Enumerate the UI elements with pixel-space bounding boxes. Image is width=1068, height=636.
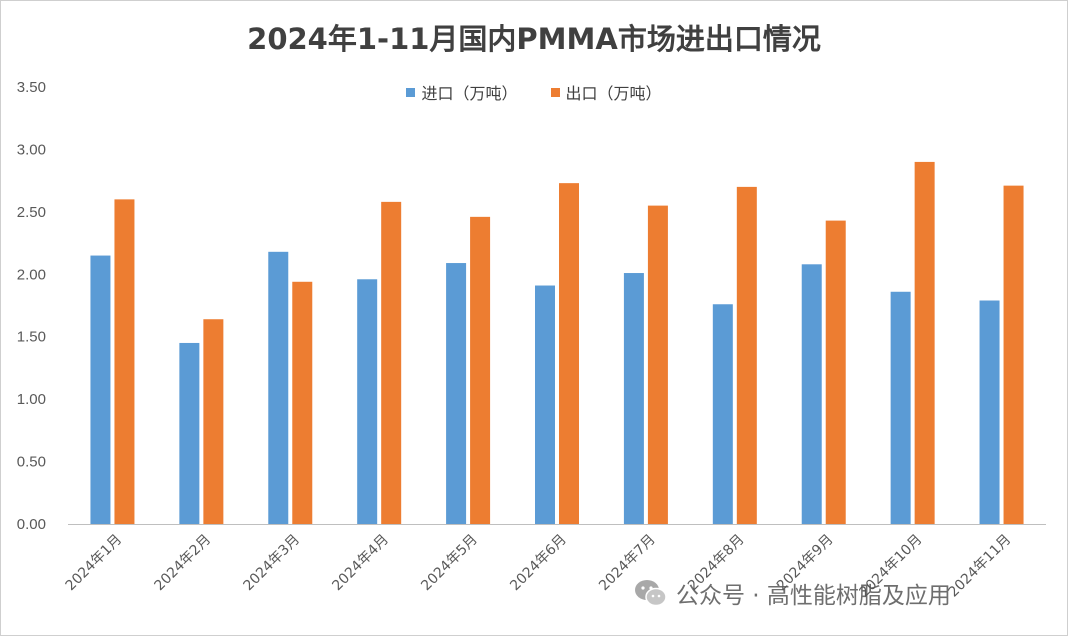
bar-import xyxy=(712,304,733,524)
legend-item-import: 进口（万吨） xyxy=(406,80,517,104)
y-tick-label: 3.00 xyxy=(17,141,46,158)
y-tick-label: 2.50 xyxy=(17,204,46,221)
chart-title: 2024年1-11月国内PMMA市场进出口情况 xyxy=(247,22,821,56)
y-tick-label: 0.00 xyxy=(17,516,46,533)
bar-import xyxy=(890,291,911,524)
bar-export xyxy=(203,319,224,524)
x-tick-label: 2024年5月 xyxy=(418,532,481,595)
bar-import xyxy=(179,342,200,524)
bar-import xyxy=(268,251,289,524)
y-tick-label: 0.50 xyxy=(17,454,46,471)
x-tick-label: 2024年6月 xyxy=(507,532,570,595)
y-tick-label: 1.00 xyxy=(17,391,46,408)
bar-export xyxy=(914,161,935,524)
bar-export xyxy=(1003,185,1024,524)
bar-import xyxy=(446,263,467,524)
bar-import xyxy=(535,285,555,524)
bar-import xyxy=(801,264,822,524)
y-tick-label: 3.50 xyxy=(17,79,46,96)
legend-item-export: 出口（万吨） xyxy=(550,80,662,104)
bar-import xyxy=(90,255,111,525)
legend-label-import: 进口（万吨） xyxy=(421,84,518,103)
bar-import xyxy=(623,273,644,524)
x-tick-label: 2024年3月 xyxy=(240,532,303,595)
bar-export xyxy=(292,281,313,524)
x-tick-label: 2024年1月 xyxy=(63,532,126,595)
x-tick-label: 2024年2月 xyxy=(152,532,215,595)
watermark-text: 公众号 · 高性能树脂及应用 xyxy=(676,583,951,609)
x-tick-label: 2024年4月 xyxy=(329,532,392,595)
legend-swatch-export xyxy=(550,87,560,97)
legend: 进口（万吨） 出口（万吨） xyxy=(0,80,1068,104)
x-tick-label: 2024年11月 xyxy=(945,532,1014,601)
legend-label-export: 出口（万吨） xyxy=(565,84,662,103)
watermark: 公众号 · 高性能树脂及应用 xyxy=(634,576,951,610)
bar-export xyxy=(114,199,135,524)
y-tick-label: 1.50 xyxy=(17,329,46,346)
bar-export xyxy=(381,201,402,524)
bar-export xyxy=(559,183,579,524)
bar-export xyxy=(736,186,757,524)
bar-import xyxy=(357,279,378,524)
y-tick-label: 2.00 xyxy=(17,266,46,283)
bar-import xyxy=(979,300,1000,524)
bar-export xyxy=(825,220,846,524)
bar-export xyxy=(647,205,668,524)
legend-swatch-import xyxy=(406,87,416,97)
wechat-icon xyxy=(635,580,667,607)
bar-export xyxy=(470,216,491,524)
